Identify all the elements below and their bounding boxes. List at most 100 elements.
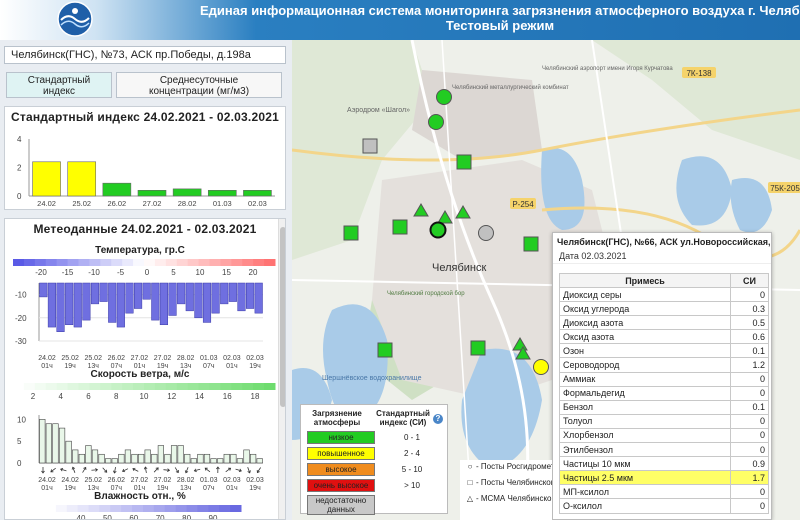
post-marker[interactable]: [470, 340, 486, 356]
x-tick-hour: 07ч: [111, 363, 123, 370]
wind-direction-arrow: [132, 467, 139, 472]
wind-bar: [131, 453, 138, 464]
index-bar: [67, 161, 97, 197]
pollutant-row: Частицы 10 мкм 0.9: [559, 456, 769, 472]
temperature-chart: -20 -15 -10 -5 0 5 10 15 20-10-20-3024.0201ч25.0…: [13, 259, 276, 370]
wind-bar: [39, 419, 46, 464]
logo-icon: [57, 1, 93, 37]
x-tick-hour: 19ч: [64, 363, 76, 370]
wind-bar: [105, 458, 112, 464]
humidity-scale-cell: [66, 505, 79, 512]
pollutant-name: Оксид углерода: [559, 301, 731, 317]
x-tick-date: 26.02: [108, 355, 126, 362]
temperature-scale-cell: [165, 259, 178, 266]
arrow-head: [95, 468, 99, 472]
post-marker[interactable]: [478, 225, 494, 241]
post-marker[interactable]: [455, 205, 471, 219]
pollutant-row: Аммиак 0: [559, 371, 769, 387]
posts-legend-label: - Посты Росгидромета: [476, 462, 552, 471]
arrow-shaft: [185, 467, 189, 473]
temperature-bar: [108, 282, 117, 323]
pollutant-name: Частицы 10 мкм: [559, 456, 731, 472]
post-marker[interactable]: [523, 236, 539, 252]
arrow-head: [41, 470, 45, 474]
wind-scale-cell: [187, 383, 200, 390]
post-marker[interactable]: [392, 219, 408, 235]
post-marker[interactable]: [533, 359, 549, 375]
info-icon[interactable]: ?: [433, 414, 443, 424]
arrow-head: [60, 467, 64, 472]
pollutant-name: Бензол: [559, 399, 731, 415]
pollutant-row: МП-ксилол 0: [559, 484, 769, 500]
tab-daily-concentrations[interactable]: Среднесуточные концентрации (мг/м3): [116, 72, 282, 98]
wind-direction-arrow: [204, 467, 211, 473]
reservoir-label: Шершнёвское водохранилище: [322, 375, 422, 382]
wind-direction-arrow: [50, 467, 56, 473]
wind-bar: [164, 453, 171, 464]
temperature-bar: [134, 282, 143, 309]
y-tick-label: 0: [17, 192, 22, 201]
pollutant-row: Бензол 0.1: [559, 399, 769, 415]
pollutant-name: Диоксид серы: [559, 286, 731, 303]
temperature-scale-label: 0: [145, 268, 150, 277]
arrow-shaft: [257, 467, 261, 473]
pollutant-row: Оксид азота 0.6: [559, 329, 769, 345]
post-marker[interactable]: [413, 203, 429, 217]
x-tick-date: 02.03: [246, 477, 264, 484]
post-marker[interactable]: [343, 225, 359, 241]
pollutant-row: Оксид углерода 0.3: [559, 301, 769, 317]
index-bar: [172, 188, 202, 197]
col-si-header: СИ: [730, 273, 769, 288]
post-marker[interactable]: [456, 154, 472, 170]
post-marker[interactable]: [362, 138, 378, 154]
post-marker-selected[interactable]: [429, 221, 447, 239]
index-bar: [207, 189, 237, 197]
scrollbar-thumb[interactable]: [280, 227, 285, 407]
temperature-scale-cell: [45, 259, 58, 266]
post-marker[interactable]: [436, 89, 452, 105]
x-tick-date: 24.02: [61, 477, 79, 484]
temperature-bar: [47, 282, 56, 328]
station-name[interactable]: Челябинск(ГНС), №73, АСК пр.Победы, д.19…: [4, 46, 286, 64]
post-marker[interactable]: [377, 342, 393, 358]
wind-scale-cell: [264, 383, 276, 390]
post-marker[interactable]: [515, 346, 531, 360]
arrow-shaft: [102, 467, 108, 473]
wind-bar: [52, 423, 59, 464]
y-tick-label: -20: [15, 314, 27, 323]
wind-direction-arrow: [225, 467, 232, 473]
humidity-scale-cell: [77, 505, 90, 512]
arrow-head: [256, 469, 260, 474]
pollutant-name: Озон: [559, 343, 731, 359]
temperature-bar: [177, 282, 186, 305]
wind-direction-arrow: [247, 467, 251, 474]
road-badge: [510, 198, 536, 209]
tab-standard-index[interactable]: Стандартный индекс: [6, 72, 112, 98]
x-tick-date: 02.03: [223, 477, 241, 484]
index-bar: [243, 189, 272, 197]
temperature-scale-cell: [187, 259, 200, 266]
pollutant-name: Этилбензол: [559, 442, 731, 458]
wind-scale-cell: [133, 383, 145, 390]
post-marker[interactable]: [428, 114, 444, 130]
wind-bar: [118, 453, 125, 464]
square-icon: □: [467, 478, 473, 487]
wind-bar: [45, 423, 52, 464]
temperature-scale-cell: [220, 259, 232, 266]
x-tick-date: 01.03: [200, 477, 218, 484]
wind-direction-arrow: [102, 467, 108, 473]
pollutant-row: Этилбензол 0: [559, 442, 769, 458]
wind-scale-cell: [89, 383, 101, 390]
wind-direction-arrow: [121, 468, 129, 473]
x-tick-hour: 13ч: [88, 363, 100, 370]
wind-direction-arrow: [256, 467, 261, 474]
app-header: Единая информационная система мониторинг…: [0, 0, 800, 40]
wind-scale-label: 6: [86, 392, 91, 401]
wind-direction-arrow: [163, 468, 171, 472]
wind-title: Скорость ветра, м/с: [90, 369, 190, 380]
posts-legend: ○ - Посты Росгидромета □ - Посты Челябинск…: [460, 460, 552, 520]
arrow-shaft: [82, 467, 87, 473]
post-marker[interactable]: [437, 210, 453, 224]
meteo-scrollbar[interactable]: [278, 219, 285, 519]
x-tick-date: 27.02: [131, 477, 149, 484]
